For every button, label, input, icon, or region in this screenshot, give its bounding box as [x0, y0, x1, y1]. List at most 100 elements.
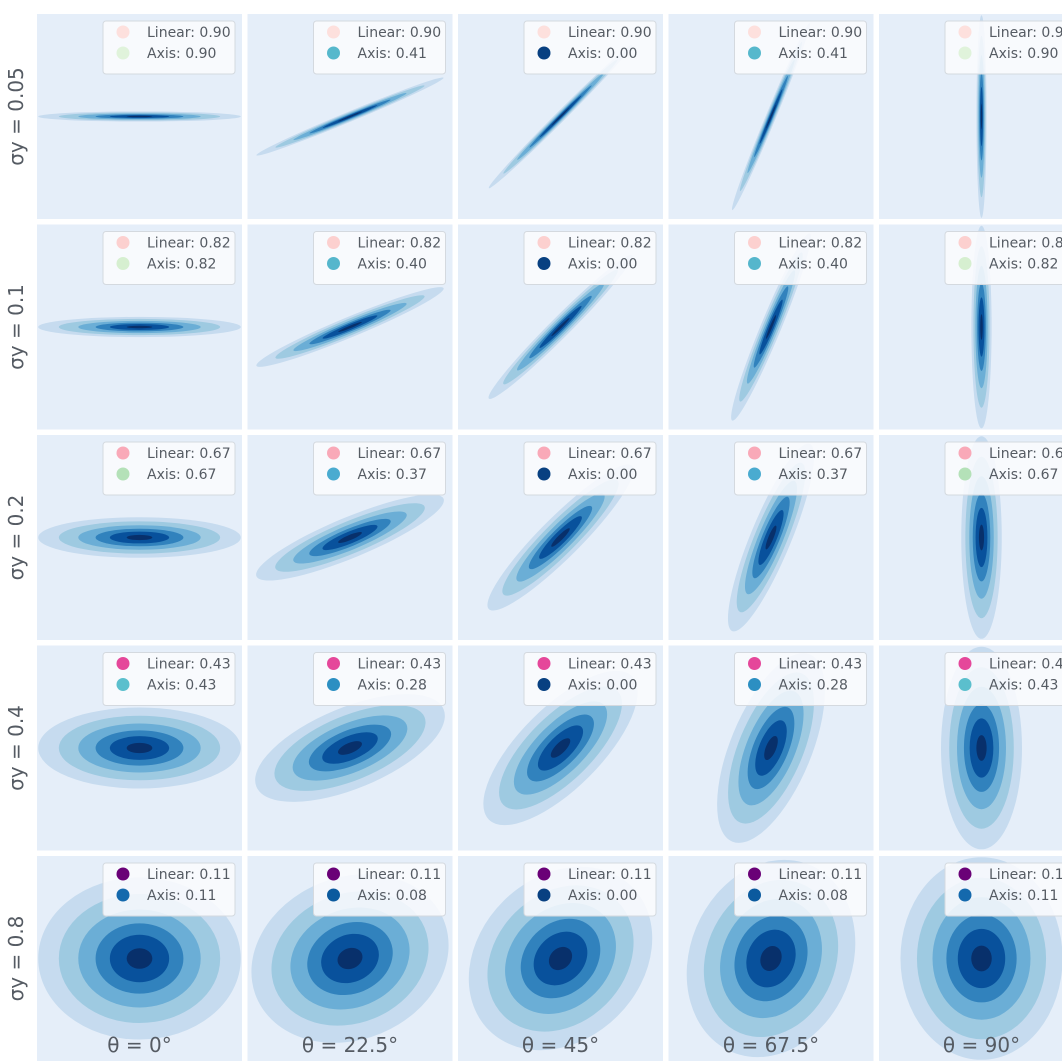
legend-label-axis: Axis: 0.82 [147, 257, 216, 273]
legend: Linear: 0.90 Axis: 0.41 [313, 20, 446, 75]
legend-label-linear: Linear: 0.11 [779, 867, 863, 883]
contour-level-6 [337, 947, 363, 970]
panel-r4-c3: Linear: 0.11 Axis: 0.08 [668, 856, 874, 1061]
legend-box [523, 20, 657, 75]
legend: Linear: 0.82 Axis: 0.82 [944, 231, 1062, 285]
legend: Linear: 0.82 Axis: 0.00 [523, 231, 657, 285]
legend: Linear: 0.67 Axis: 0.37 [313, 441, 446, 496]
legend-label-linear: Linear: 0.11 [989, 867, 1062, 883]
legend-box [944, 652, 1062, 706]
contour-level-6 [760, 946, 782, 971]
contour-level-6 [976, 735, 987, 761]
panel-r0-c4: Linear: 0.90 Axis: 0.90 [879, 14, 1062, 219]
contour-set [731, 233, 811, 421]
legend-label-axis: Axis: 0.08 [358, 888, 427, 904]
panel-r1-c1: Linear: 0.82 Axis: 0.40 [247, 224, 453, 430]
legend-label-axis: Axis: 0.11 [147, 888, 216, 904]
legend-label-axis: Axis: 0.40 [358, 257, 427, 273]
legend: Linear: 0.90 Axis: 0.00 [523, 20, 657, 75]
legend-label-linear: Linear: 0.43 [989, 657, 1062, 673]
legend-label-linear: Linear: 0.67 [147, 446, 231, 462]
panel-r2-c4: Linear: 0.67 Axis: 0.67 [879, 435, 1062, 640]
contour-level-6 [551, 107, 570, 126]
legend-box [102, 652, 236, 706]
legend-box [313, 231, 446, 285]
contour-level-6 [126, 948, 153, 969]
contour-level-6 [978, 524, 985, 551]
legend-box [944, 231, 1062, 285]
panel-r2-c2: Linear: 0.67 Axis: 0.00 [458, 435, 663, 640]
legend-label-axis: Axis: 0.11 [989, 888, 1058, 904]
legend-box [734, 652, 867, 706]
contour-set [488, 44, 633, 189]
column-label: θ = 45° [522, 1033, 599, 1057]
legend-marker-linear [748, 236, 761, 249]
legend-marker-linear [958, 25, 972, 39]
contour-level-6 [764, 735, 778, 761]
legend-label-linear: Linear: 0.67 [568, 446, 652, 462]
legend-marker-axis [537, 678, 551, 691]
legend-marker-axis [116, 46, 130, 60]
contour-level-6 [126, 325, 153, 329]
legend-label-linear: Linear: 0.82 [779, 236, 863, 252]
row-label: σy = 0.4 [4, 705, 28, 791]
legend-marker-axis [116, 888, 130, 902]
legend-marker-linear [327, 25, 340, 39]
legend-marker-linear [748, 657, 761, 670]
legend-label-linear: Linear: 0.43 [358, 657, 442, 673]
legend-marker-axis [537, 46, 551, 60]
contour-level-6 [126, 742, 153, 754]
legend-marker-linear [116, 25, 130, 39]
legend-marker-linear [116, 446, 130, 460]
panel-r0-c2: Linear: 0.90 Axis: 0.00 [458, 14, 663, 219]
panel-r2-c1: Linear: 0.67 Axis: 0.37 [247, 435, 453, 640]
contour-set [256, 77, 444, 156]
legend-label-axis: Axis: 0.82 [989, 257, 1058, 273]
legend-box [102, 20, 236, 75]
contour-set [256, 494, 444, 581]
legend-marker-axis [958, 257, 972, 270]
legend-label-axis: Axis: 0.28 [779, 678, 848, 694]
column-label: θ = 22.5° [302, 1033, 398, 1057]
panel-r3-c2: Linear: 0.43 Axis: 0.00 [458, 645, 663, 851]
legend-marker-linear [327, 657, 340, 670]
legend-label-linear: Linear: 0.11 [568, 867, 652, 883]
legend: Linear: 0.67 Axis: 0.00 [523, 441, 657, 496]
contour-level-6 [551, 528, 570, 547]
panel-r4-c4: Linear: 0.11 Axis: 0.11 [879, 856, 1062, 1061]
contour-level-6 [550, 738, 571, 758]
legend-label-axis: Axis: 0.08 [779, 888, 848, 904]
legend-box [102, 231, 236, 285]
contour-level-6 [126, 115, 153, 118]
legend-label-axis: Axis: 0.00 [568, 678, 637, 694]
legend-box [734, 441, 867, 496]
legend-label-linear: Linear: 0.82 [147, 236, 231, 252]
legend-box [313, 652, 446, 706]
legend-label-linear: Linear: 0.11 [147, 867, 231, 883]
legend: Linear: 0.82 Axis: 0.40 [313, 231, 446, 285]
panel-r3-c3: Linear: 0.43 Axis: 0.28 [668, 645, 874, 851]
legend-marker-linear [537, 657, 551, 670]
legend-marker-linear [116, 657, 130, 670]
legend-marker-linear [958, 236, 972, 249]
panel-r3-c1: Linear: 0.43 Axis: 0.28 [247, 645, 453, 851]
legend-label-linear: Linear: 0.43 [568, 657, 652, 673]
legend-marker-linear [748, 25, 761, 39]
legend: Linear: 0.11 Axis: 0.11 [102, 862, 236, 917]
legend-box [734, 862, 867, 917]
legend-marker-axis [537, 467, 551, 481]
legend-marker-linear [116, 867, 130, 881]
contour-set [38, 877, 241, 1040]
legend: Linear: 0.43 Axis: 0.43 [102, 652, 236, 706]
contour-level-6 [126, 534, 153, 541]
panel-grid: Linear: 0.90 Axis: 0.90 Linear: 0.90 Axis: … [37, 14, 1062, 1061]
contour-set [38, 517, 241, 558]
legend-label-linear: Linear: 0.43 [147, 657, 231, 673]
legend-marker-linear [537, 25, 551, 39]
legend-marker-axis [748, 888, 761, 902]
legend-label-linear: Linear: 0.82 [358, 236, 442, 252]
legend-marker-linear [958, 867, 972, 881]
legend-marker-axis [537, 888, 551, 902]
legend-marker-axis [327, 467, 340, 481]
panel-r1-c4: Linear: 0.82 Axis: 0.82 [879, 224, 1062, 430]
